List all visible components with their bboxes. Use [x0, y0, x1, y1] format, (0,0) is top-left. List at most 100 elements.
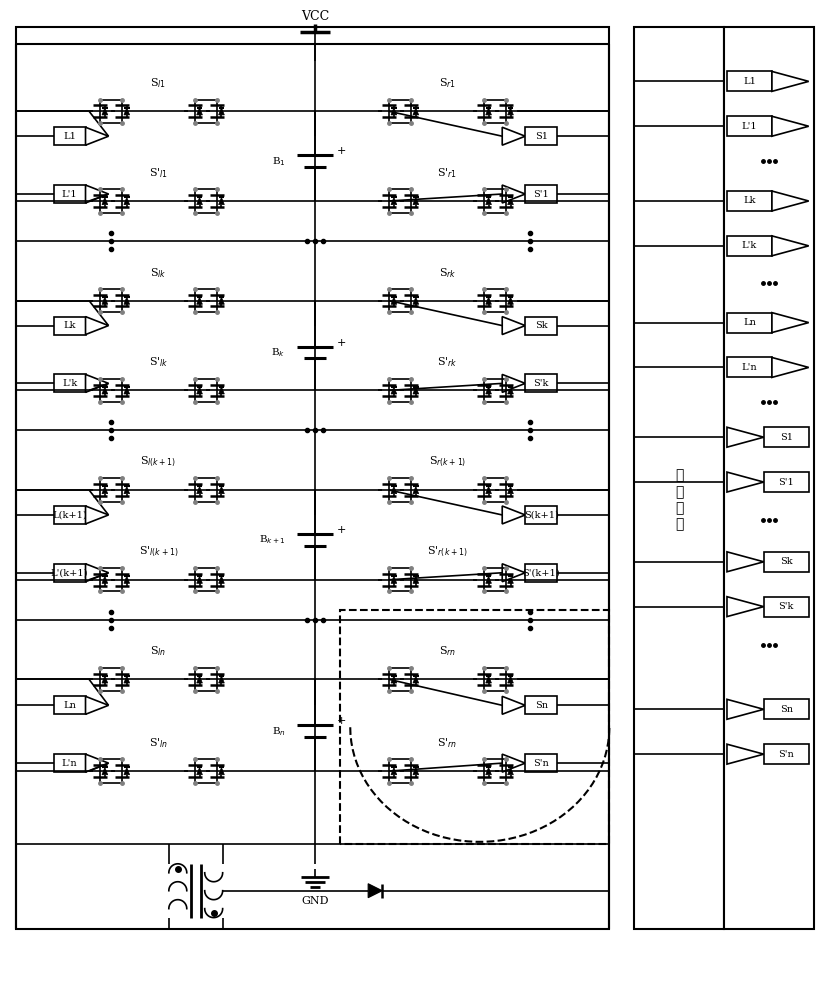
- Polygon shape: [390, 108, 396, 115]
- Polygon shape: [412, 767, 418, 775]
- Text: S'(k+1): S'(k+1): [522, 568, 559, 577]
- Text: GND: GND: [301, 896, 329, 906]
- Text: L'1: L'1: [62, 190, 78, 199]
- Polygon shape: [390, 197, 396, 205]
- Text: S'k: S'k: [777, 602, 793, 611]
- Text: Sk: Sk: [779, 557, 792, 566]
- Text: S(k+1): S(k+1): [523, 510, 558, 519]
- Polygon shape: [390, 767, 396, 775]
- Polygon shape: [102, 297, 108, 304]
- Text: L'k: L'k: [62, 379, 77, 388]
- Polygon shape: [124, 576, 130, 583]
- Polygon shape: [124, 767, 130, 775]
- Polygon shape: [85, 754, 109, 772]
- Polygon shape: [412, 108, 418, 115]
- Text: Sn: Sn: [779, 705, 792, 714]
- Polygon shape: [196, 297, 202, 304]
- Text: S'1: S'1: [533, 190, 548, 199]
- Polygon shape: [124, 297, 130, 304]
- Polygon shape: [412, 576, 418, 583]
- Text: Lk: Lk: [742, 196, 755, 205]
- Polygon shape: [726, 744, 762, 764]
- Polygon shape: [485, 387, 491, 394]
- Text: S'1: S'1: [777, 478, 793, 487]
- Polygon shape: [507, 108, 512, 115]
- Polygon shape: [218, 108, 224, 115]
- Text: S$_{ln}$: S$_{ln}$: [150, 645, 166, 658]
- Polygon shape: [507, 486, 512, 494]
- Polygon shape: [196, 197, 202, 205]
- Text: S$_{rn}$: S$_{rn}$: [438, 645, 456, 658]
- Text: L'n: L'n: [62, 759, 78, 768]
- Text: S'n: S'n: [777, 750, 793, 759]
- Text: S$_{l1}$: S$_{l1}$: [150, 76, 166, 90]
- Polygon shape: [485, 197, 491, 205]
- Polygon shape: [85, 127, 109, 145]
- Polygon shape: [485, 767, 491, 775]
- Text: L1: L1: [742, 77, 755, 86]
- Text: S'$_{lk}$: S'$_{lk}$: [148, 356, 168, 369]
- Text: S$_{rk}$: S$_{rk}$: [438, 266, 456, 280]
- Bar: [54, 374, 85, 392]
- Polygon shape: [485, 297, 491, 304]
- Polygon shape: [771, 71, 808, 91]
- Polygon shape: [390, 576, 396, 583]
- Text: S'$_{rk}$: S'$_{rk}$: [436, 356, 457, 369]
- Bar: [525, 127, 557, 145]
- Polygon shape: [502, 506, 525, 524]
- Polygon shape: [102, 486, 108, 494]
- Polygon shape: [218, 297, 224, 304]
- Polygon shape: [102, 197, 108, 205]
- Polygon shape: [726, 472, 762, 492]
- Bar: [17, 27, 609, 929]
- Text: B$_n$: B$_n$: [271, 725, 285, 738]
- Bar: [525, 506, 557, 524]
- Polygon shape: [196, 767, 202, 775]
- Polygon shape: [196, 387, 202, 394]
- Polygon shape: [502, 317, 525, 335]
- Polygon shape: [390, 297, 396, 304]
- Polygon shape: [485, 576, 491, 583]
- Bar: [726, 313, 771, 333]
- Polygon shape: [507, 767, 512, 775]
- Text: S1: S1: [534, 132, 547, 141]
- Text: +: +: [336, 146, 345, 156]
- Polygon shape: [390, 676, 396, 683]
- Text: Lk: Lk: [64, 321, 76, 330]
- Bar: [525, 754, 557, 772]
- Polygon shape: [368, 884, 382, 898]
- Polygon shape: [102, 676, 108, 683]
- Polygon shape: [502, 564, 525, 582]
- Polygon shape: [218, 197, 224, 205]
- Polygon shape: [507, 576, 512, 583]
- Polygon shape: [726, 552, 762, 572]
- Text: S'n: S'n: [533, 759, 548, 768]
- Polygon shape: [507, 676, 512, 683]
- Polygon shape: [507, 297, 512, 304]
- Bar: [634, 27, 723, 929]
- Polygon shape: [502, 127, 525, 145]
- Polygon shape: [726, 427, 762, 447]
- Text: S$_{l(k+1)}$: S$_{l(k+1)}$: [140, 455, 176, 469]
- Polygon shape: [502, 754, 525, 772]
- Polygon shape: [771, 236, 808, 256]
- Bar: [54, 317, 85, 335]
- Bar: [762, 744, 808, 764]
- Text: VCC: VCC: [301, 10, 329, 23]
- Bar: [54, 696, 85, 714]
- Text: S'k: S'k: [533, 379, 548, 388]
- Bar: [525, 185, 557, 203]
- Bar: [525, 374, 557, 392]
- Polygon shape: [196, 486, 202, 494]
- Polygon shape: [218, 676, 224, 683]
- Polygon shape: [218, 767, 224, 775]
- Polygon shape: [218, 486, 224, 494]
- Bar: [723, 27, 813, 929]
- Polygon shape: [771, 357, 808, 377]
- Text: L1: L1: [63, 132, 76, 141]
- Polygon shape: [771, 313, 808, 333]
- Text: Sk: Sk: [534, 321, 547, 330]
- Polygon shape: [85, 506, 109, 524]
- Bar: [54, 564, 85, 582]
- Polygon shape: [85, 564, 109, 582]
